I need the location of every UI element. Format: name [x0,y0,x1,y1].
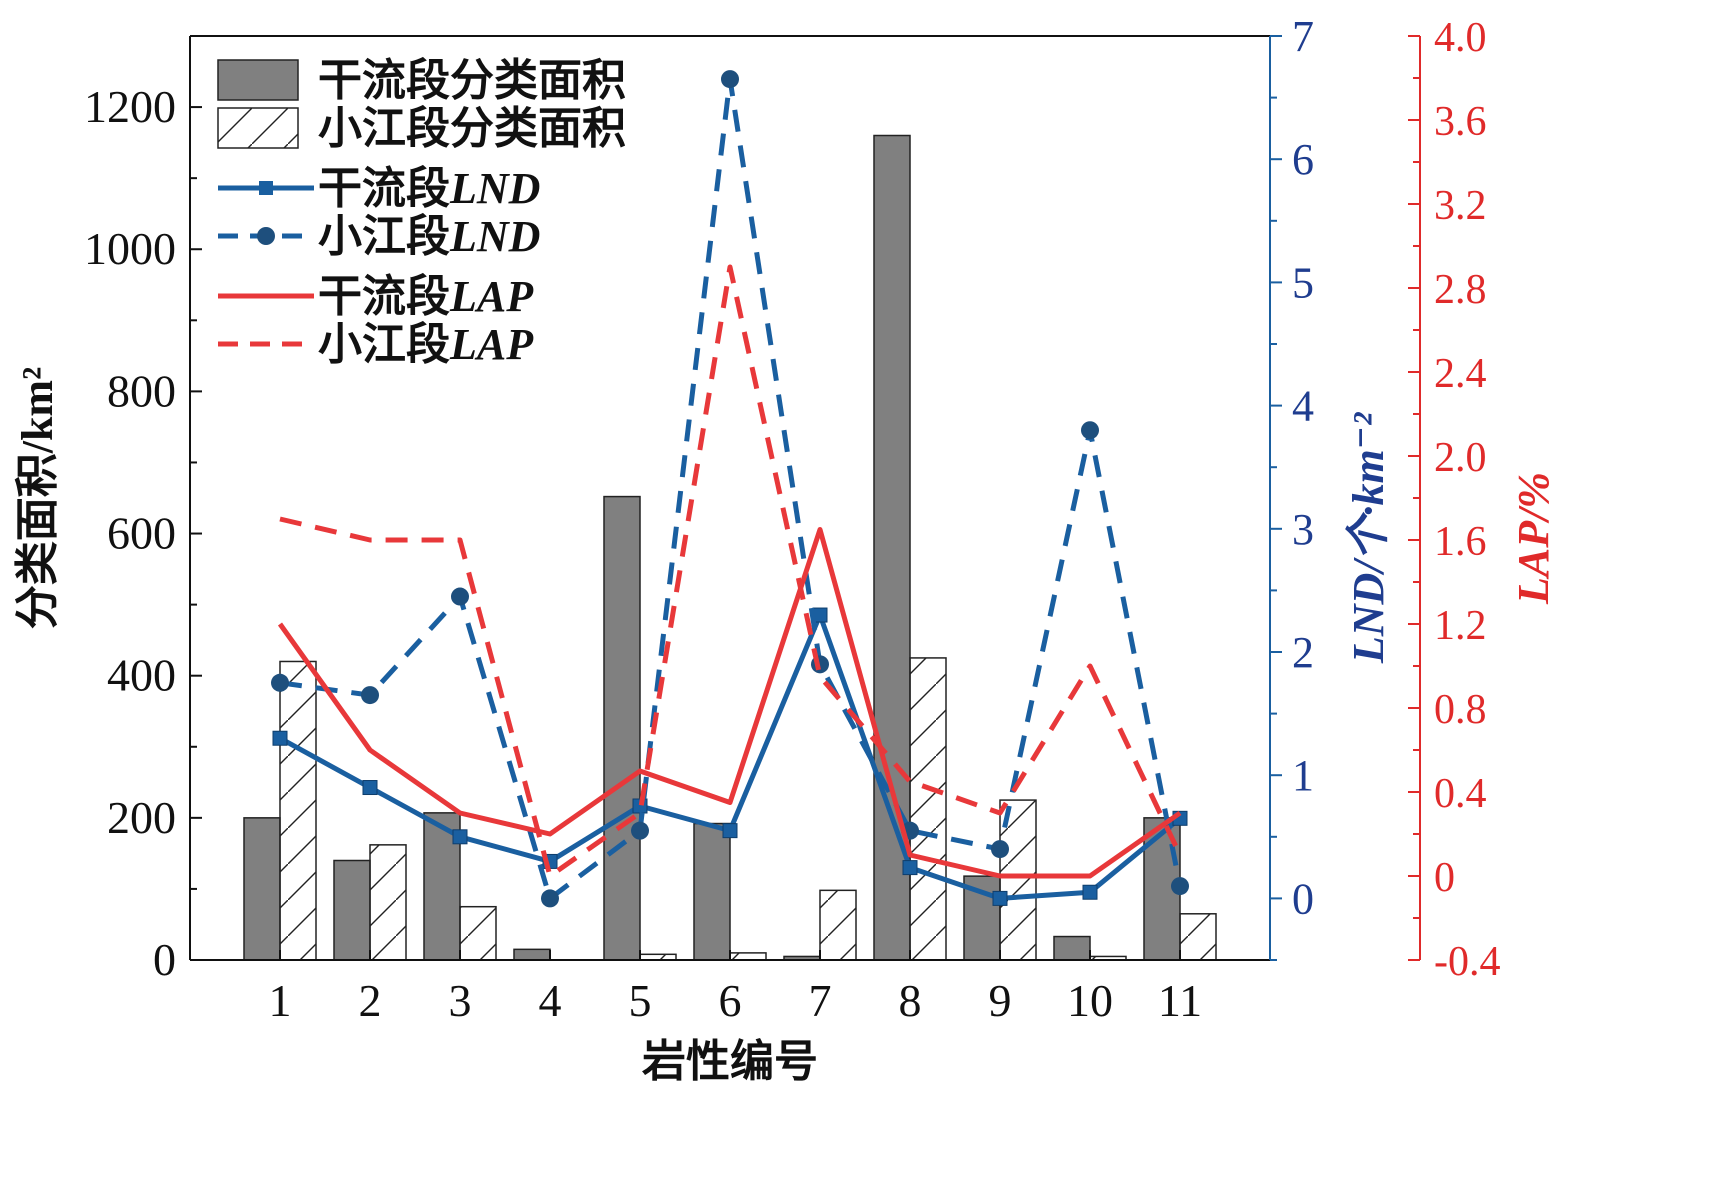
x-tick-label-7: 7 [809,975,832,1026]
legend-swatch-mainstream-area [217,59,299,101]
lap-tick-label: 4.0 [1434,15,1487,61]
area-axis-title: 分类面积/km² [13,367,62,630]
bar-mainstream-area-2 [333,859,371,961]
lap-tick-label: 2.4 [1434,351,1487,397]
lap-tick-label: 1.2 [1434,603,1487,649]
area-tick-label: 600 [107,508,176,559]
circle-marker-11 [1171,877,1189,896]
lnd-tick-label: 3 [1292,505,1314,554]
x-tick-label-2: 2 [359,975,382,1026]
circle-marker-10 [1081,421,1099,440]
lnd-tick-label: 0 [1292,874,1314,923]
square-marker-9 [992,890,1008,906]
bar-xiaojiang-area-1 [279,660,317,961]
legend-label-3: 小江段LND [318,212,540,261]
circle-marker-5 [631,821,649,840]
lnd-axis-title: LND/个·km⁻² [1344,412,1393,664]
legend-square-marker [259,181,273,195]
area-tick-label: 800 [107,365,176,416]
lap-tick-label: 0.8 [1434,687,1487,733]
lnd-tick-label: 4 [1292,382,1314,431]
line-layer [271,70,1189,908]
square-marker-1 [272,730,288,746]
lap-tick-label: 1.6 [1434,519,1487,565]
x-tick-label-6: 6 [719,975,742,1026]
lap-axis-title: LAP/% [1509,472,1558,605]
bar-mainstream-area-10 [1053,935,1091,961]
x-tick-label-3: 3 [449,975,472,1026]
bar-xiaojiang-area-7 [819,889,857,961]
series-line-5 [279,264,1183,879]
bar-mainstream-area-6 [693,822,731,961]
bar-xiaojiang-area-3 [459,905,497,961]
lap-tick-label: 2.0 [1434,435,1487,481]
x-tick-label-10: 10 [1067,975,1113,1026]
legend-label-1: 小江段分类面积 [318,104,626,153]
lnd-tick-label: 5 [1292,258,1314,307]
square-marker-2 [362,780,378,796]
bar-mainstream-area-1 [243,817,281,961]
area-tick-label: 200 [107,792,176,843]
circle-marker-4 [541,889,559,908]
bar-xiaojiang-area-8 [909,657,947,961]
legend-label-5: 小江段LAP [318,320,534,369]
lnd-tick-label: 1 [1292,751,1314,800]
legend-swatch-xiaojiang-area [217,107,299,149]
bar-xiaojiang-area-6 [729,952,767,961]
area-tick-label: 1000 [84,223,176,274]
lap-tick-label: 3.6 [1434,99,1487,145]
combined-bar-line-chart: 0 200 400 600 800 1000 1200 分类面积/km² 1 2 3 4 5 6 7 8 9 10… [13,12,1558,1086]
lnd-tick-label: 2 [1292,628,1314,677]
legend-label-2: 干流段LND [318,164,540,213]
lap-tick-label: 0 [1434,855,1455,901]
area-tick-label: 400 [107,650,176,701]
square-marker-10 [1082,884,1098,900]
x-tick-label-9: 9 [989,975,1012,1026]
circle-marker-3 [451,587,469,606]
x-axis-title: 岩性编号 [642,1037,818,1086]
square-marker-3 [452,829,468,845]
lnd-tick-label: 7 [1292,12,1314,61]
series-line-4 [277,527,1182,879]
bar-xiaojiang-area-11 [1179,913,1217,961]
circle-marker-6 [721,70,739,89]
x-tick-label-1: 1 [269,975,292,1026]
lap-tick-label: -0.4 [1434,939,1501,985]
lnd-tick-label: 6 [1292,135,1314,184]
lap-tick-label: 2.8 [1434,267,1487,313]
area-tick-label: 0 [153,934,176,985]
lap-tick-label: 0.4 [1434,771,1487,817]
bar-mainstream-area-4 [513,948,551,961]
area-tick-label: 1200 [84,81,176,132]
x-tick-label-4: 4 [539,975,562,1026]
legend-label-0: 干流段分类面积 [318,56,626,105]
square-marker-6 [722,823,738,839]
circle-marker-1 [271,673,289,692]
bar-xiaojiang-area-2 [369,844,407,961]
x-tick-label-5: 5 [629,975,652,1026]
circle-marker-9 [991,840,1009,859]
x-tick-label-8: 8 [899,975,922,1026]
legend-circle-marker [257,227,275,245]
bar-mainstream-area-5 [603,495,641,961]
lap-tick-label: 3.2 [1434,183,1487,229]
square-marker-8 [902,860,918,876]
x-tick-label-11: 11 [1158,975,1202,1026]
legend-label-4: 干流段LAP [318,272,534,321]
circle-marker-2 [361,686,379,705]
